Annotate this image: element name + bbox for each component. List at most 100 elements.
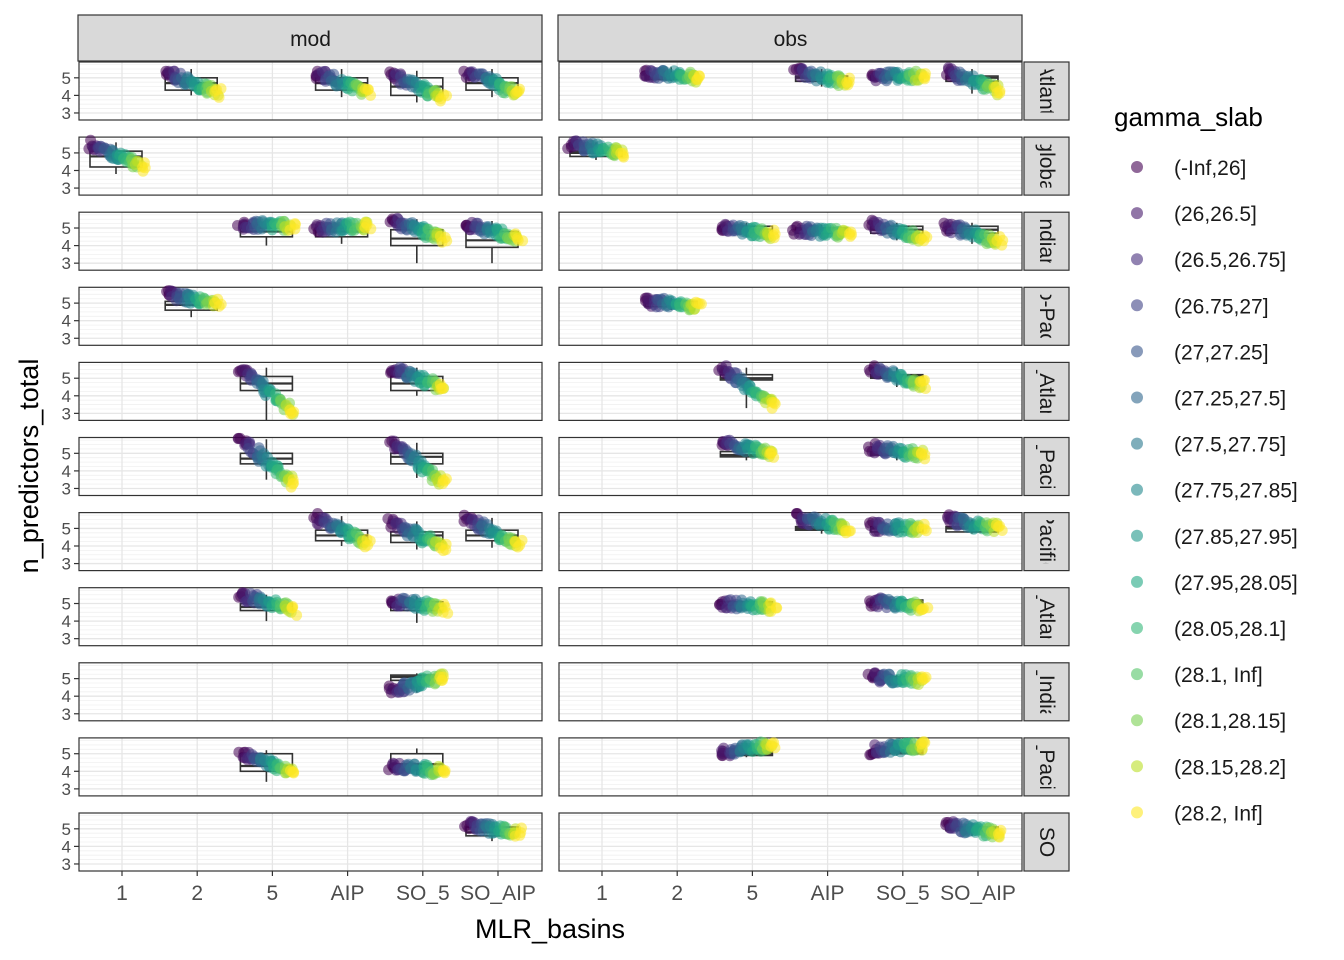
panel-border (78, 737, 543, 797)
row-strip-label: Indian (1035, 213, 1058, 270)
y-tick-label: 5 (62, 144, 71, 163)
panel-border (78, 361, 543, 421)
legend-swatch (1131, 529, 1143, 542)
panel-Atlantic-obs (558, 61, 1023, 121)
panel-border (78, 662, 543, 722)
row-strip-N_Pacific: _Pacif (1023, 436, 1070, 497)
data-point (844, 525, 856, 537)
row-strip-label: o-Pac (1035, 289, 1058, 344)
data-point (768, 451, 780, 463)
data-point (288, 767, 300, 779)
legend-swatch (1131, 299, 1143, 312)
data-point (766, 396, 778, 408)
row-strip-background (1023, 587, 1070, 647)
y-tick-label: 5 (62, 670, 71, 689)
y-tick-label: 5 (62, 595, 71, 614)
row-strip-label: _Pacif (1035, 436, 1058, 496)
panel-border (558, 436, 1023, 497)
legend-label: (27.25,27.5] (1174, 388, 1286, 411)
data-point (289, 223, 301, 235)
data-point (921, 231, 933, 243)
panel-S_Indian-obs (558, 662, 1023, 722)
data-point (437, 382, 449, 394)
row-strip-background (1023, 61, 1070, 121)
panel-global-obs (558, 135, 1023, 196)
data-point (211, 84, 223, 96)
data-point (918, 72, 930, 84)
panel-SO-mod: 345 (62, 812, 543, 874)
data-point (695, 298, 707, 310)
y-tick-label: 4 (62, 387, 71, 406)
row-strip-N_Atlantic: _Atlan (1023, 361, 1070, 421)
panel-S_Atlantic-mod: 345 (62, 587, 543, 649)
data-point (997, 234, 1009, 246)
data-point (919, 737, 931, 749)
legend-label: (28.1,28.15] (1174, 710, 1286, 733)
panel-border (78, 136, 543, 196)
data-point (691, 74, 703, 86)
data-point (515, 827, 527, 838)
panel-border (558, 812, 1023, 872)
data-point (514, 83, 526, 95)
data-point (288, 477, 299, 489)
x-tick-label: AIP (331, 882, 365, 905)
x-tick-label: SO_AIP (460, 882, 536, 905)
legend-label: (28.1, Inf] (1174, 664, 1263, 687)
legend-swatch (1131, 253, 1143, 266)
data-point (919, 453, 931, 465)
data-point (365, 223, 377, 235)
legend-swatch (1131, 575, 1143, 588)
data-point (922, 602, 934, 614)
row-strip-Indo-Pacific: o-Pac (1023, 286, 1070, 346)
y-tick-label: 3 (62, 630, 71, 649)
y-tick-label: 5 (62, 444, 71, 463)
data-point (771, 602, 783, 614)
panel-border (558, 737, 1023, 797)
y-tick-label: 4 (62, 837, 71, 856)
legend-swatch (1131, 806, 1143, 819)
y-tick-label: 3 (62, 404, 71, 423)
y-tick-label: 5 (62, 519, 71, 538)
facet-strip-mod (77, 14, 543, 62)
legend-label: (26.75,27] (1174, 295, 1269, 318)
panel-S_Pacific-mod: 345 (62, 737, 543, 799)
row-strip-label: Atlanti (1035, 62, 1058, 120)
panel-border (78, 511, 543, 572)
row-strip-Indian: Indian (1023, 211, 1070, 271)
data-point (438, 89, 450, 101)
y-tick-label: 3 (62, 705, 71, 724)
x-tick-label: SO_AIP (940, 882, 1016, 905)
legend-swatch (1131, 391, 1143, 404)
panel-border (78, 61, 543, 121)
data-point (768, 737, 780, 749)
x-tick-label: 2 (671, 882, 683, 905)
panel-border (558, 61, 1023, 121)
legend-label: (-Inf,26] (1174, 157, 1246, 180)
row-strip-background (1023, 361, 1070, 421)
panel-N_Pacific-obs (558, 434, 1023, 497)
legend-label: (27.85,27.95] (1174, 526, 1298, 549)
panel-Pacific-obs (558, 508, 1023, 572)
row-strip-S_Pacific: _Pacif (1023, 737, 1070, 797)
y-tick-label: 3 (62, 479, 71, 498)
y-tick-label: 3 (62, 855, 71, 874)
legend-label: (28.2, Inf] (1174, 802, 1263, 825)
row-strip-background (1023, 286, 1070, 346)
row-strip-SO: SO (1023, 812, 1070, 872)
panel-border (558, 361, 1023, 421)
panel-SO-obs (558, 812, 1023, 872)
data-point (439, 767, 451, 779)
legend-label: (27.75,27.85] (1174, 480, 1298, 503)
y-tick-label: 4 (62, 612, 71, 631)
legend-swatch (1131, 622, 1143, 634)
x-tick-label: 1 (116, 882, 128, 905)
panel-border (558, 511, 1023, 572)
data-point (362, 84, 374, 96)
row-strip-background (1023, 136, 1070, 196)
data-point (617, 147, 629, 159)
facet-strip-label: obs (774, 28, 808, 51)
row-strip-background (1023, 662, 1070, 722)
y-tick-label: 3 (62, 104, 71, 123)
